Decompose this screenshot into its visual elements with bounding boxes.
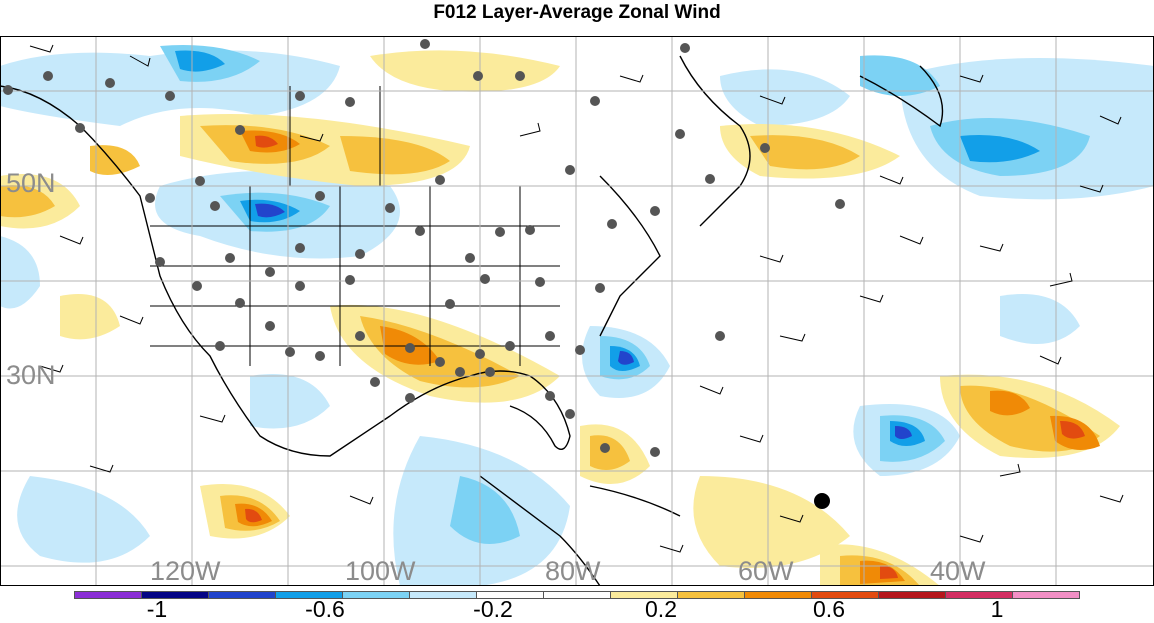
lat-label-50n: 50N	[6, 168, 56, 198]
colorbar-swatch-8	[610, 592, 677, 598]
wind-barbs	[29, 44, 1124, 553]
colorbar-swatch-1	[141, 592, 208, 598]
colorbar-tick-neg0-2: -0.2	[473, 596, 513, 622]
colorbar-swatch-10	[744, 592, 811, 598]
colorbar	[74, 591, 1080, 599]
colorbar-swatch-7	[543, 592, 610, 598]
colorbar-swatch-2	[208, 592, 275, 598]
lon-label-60w: 60W	[738, 556, 794, 586]
colorbar-swatch-11	[811, 592, 878, 598]
lat-lon-grid	[0, 36, 1154, 586]
lat-label-30n: 30N	[6, 360, 56, 390]
coastlines	[0, 55, 944, 586]
lon-label-120w: 120W	[150, 556, 221, 586]
observation-stations	[3, 39, 845, 457]
lon-label-40w: 40W	[930, 556, 986, 586]
colorbar-swatch-5	[409, 592, 476, 598]
colorbar-swatch-4	[342, 592, 409, 598]
highlight-station	[814, 493, 830, 509]
colorbar-tick-neg1: -1	[146, 596, 168, 622]
colorbar-swatch-0	[75, 592, 141, 598]
colorbar-swatch-3	[275, 592, 342, 598]
colorbar-swatch-9	[677, 592, 744, 598]
colorbar-swatch-12	[878, 592, 945, 598]
map-plot	[0, 36, 1154, 586]
lon-label-100w: 100W	[345, 556, 416, 586]
peak-positive-contours	[245, 135, 1085, 579]
colorbar-tick-1: 1	[990, 596, 1004, 622]
colorbar-swatch-13	[945, 592, 1012, 598]
colorbar-swatch-6	[476, 592, 543, 598]
colorbar-tick-0-2: 0.2	[645, 596, 677, 622]
colorbar-swatch-14	[1012, 592, 1079, 598]
chart-title: F012 Layer-Average Zonal Wind	[433, 2, 721, 23]
lon-label-80w: 80W	[545, 556, 601, 586]
colorbar-tick-neg0-6: -0.6	[305, 596, 345, 622]
deep-negative-contours	[255, 203, 912, 439]
colorbar-tick-0-6: 0.6	[813, 596, 845, 622]
